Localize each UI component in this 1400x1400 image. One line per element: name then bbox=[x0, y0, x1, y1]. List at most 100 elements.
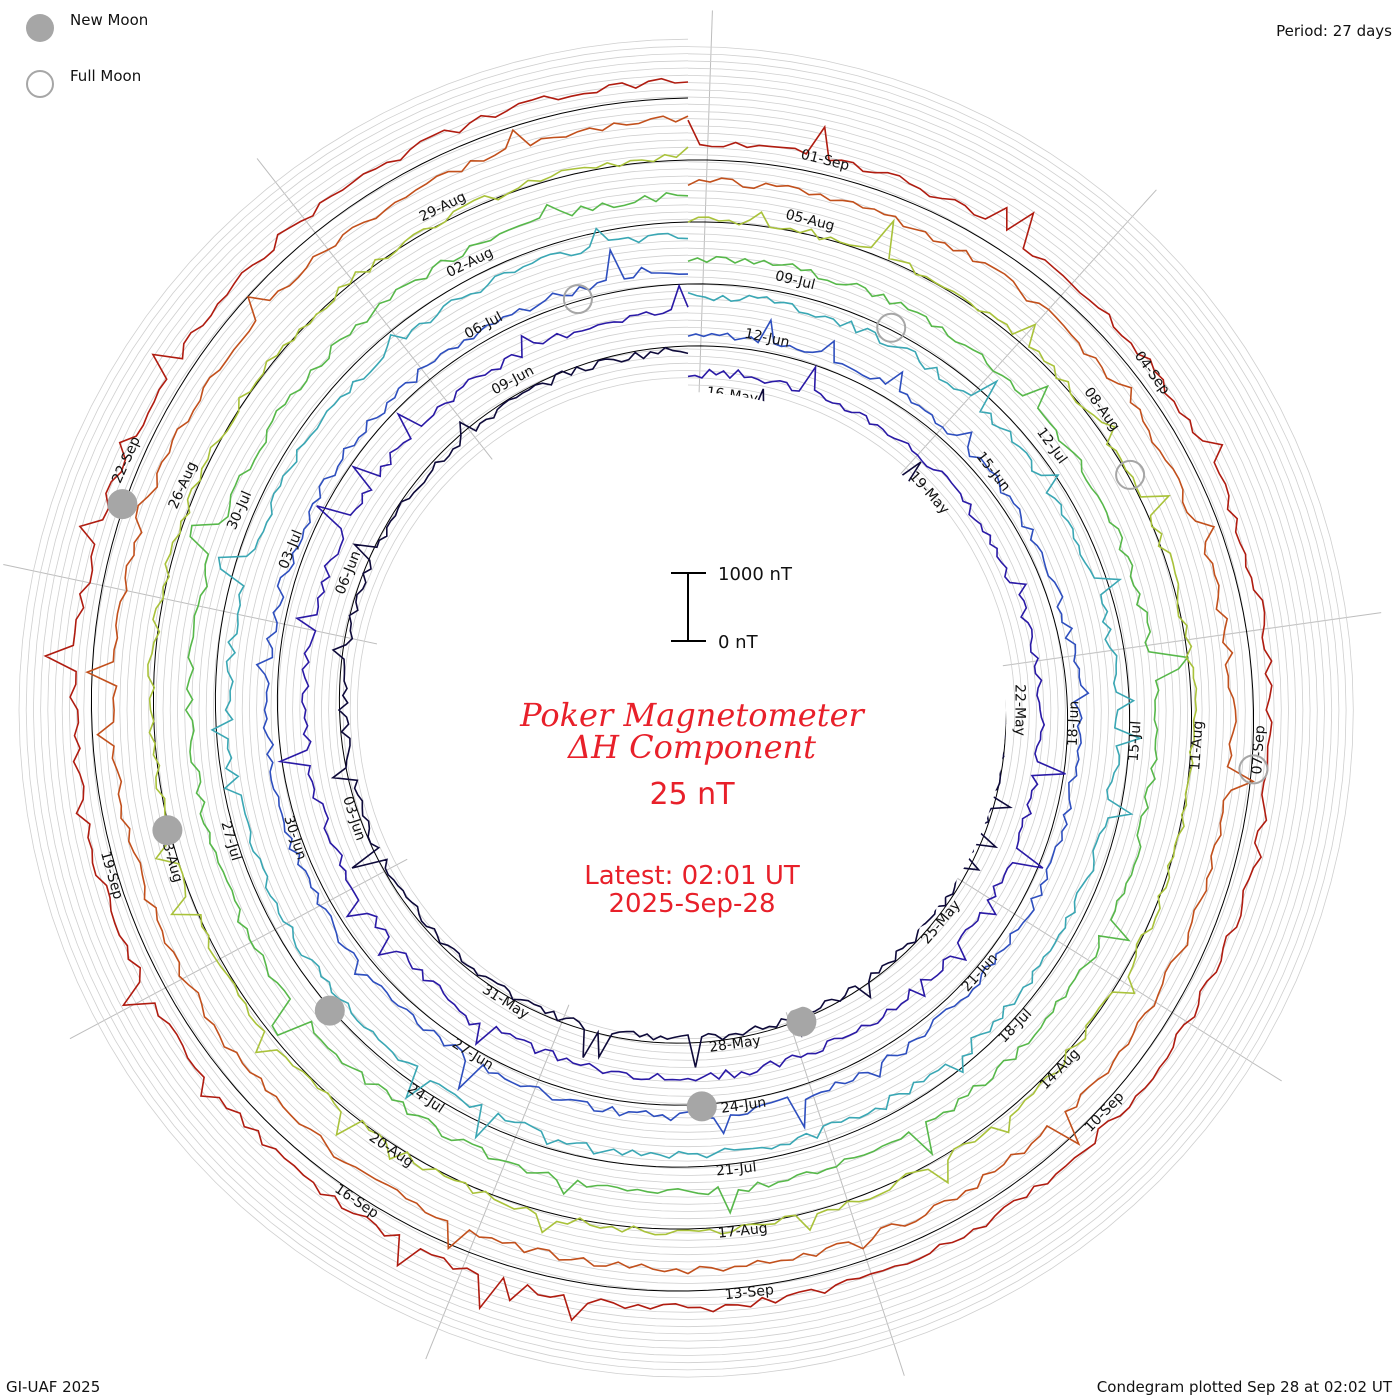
date-label: 02-Aug bbox=[444, 245, 496, 281]
grid-spiral bbox=[342, 362, 1030, 1054]
grid-spiral bbox=[54, 74, 1318, 1342]
moon-legend: New Moon Full Moon bbox=[26, 11, 149, 124]
date-label: 19-Sep bbox=[97, 849, 126, 901]
grid-spiral bbox=[335, 355, 1037, 1061]
new-moon-marker bbox=[314, 995, 345, 1026]
date-label: 15-Jul bbox=[1126, 720, 1145, 762]
full-moon-marker bbox=[1238, 754, 1269, 785]
grid-spiral bbox=[248, 269, 1124, 1148]
date-label: 03-Jun bbox=[339, 794, 368, 842]
baseline-spiral bbox=[153, 159, 1192, 1230]
grid-spiral bbox=[184, 204, 1189, 1212]
grid-spiral bbox=[227, 247, 1145, 1169]
grid-spiral bbox=[126, 146, 1246, 1270]
date-label: 13-Sep bbox=[724, 1282, 775, 1303]
scale-top-label: 1000 nT bbox=[718, 564, 793, 585]
scale-bottom-label: 0 nT bbox=[718, 632, 759, 653]
spacing-label: 25 nT bbox=[649, 777, 735, 812]
grid-spiral bbox=[256, 276, 1117, 1140]
center-disc bbox=[370, 392, 1006, 1028]
grid-spiral bbox=[97, 118, 1275, 1299]
grid-spiral bbox=[234, 254, 1138, 1162]
date-label: 01-Sep bbox=[799, 147, 851, 174]
latest-line1: Latest: 02:01 UT bbox=[584, 861, 800, 891]
baseline-spiral bbox=[214, 221, 1131, 1168]
latest-line2: 2025-Sep-28 bbox=[608, 889, 775, 919]
radial-spoke bbox=[425, 987, 577, 1360]
date-label: 27-Jul bbox=[217, 819, 244, 862]
grid-spiral bbox=[40, 60, 1333, 1356]
date-label: 11-Aug bbox=[1187, 720, 1206, 771]
grid-spiral bbox=[191, 211, 1181, 1205]
grid-spiral bbox=[47, 67, 1325, 1349]
full-moon-marker bbox=[876, 312, 907, 343]
grid-spiral bbox=[119, 139, 1253, 1277]
credit-left: GI-UAF 2025 bbox=[6, 1378, 101, 1396]
data-trace bbox=[277, 283, 1066, 1082]
title-line2: ΔH Component bbox=[566, 728, 816, 766]
grid-spiral bbox=[112, 132, 1261, 1284]
grid-spiral bbox=[18, 38, 1354, 1378]
full-moon-marker bbox=[562, 284, 593, 315]
grid-spiral bbox=[162, 182, 1210, 1234]
grid-spiral bbox=[133, 154, 1239, 1263]
date-label: 18-Jul bbox=[995, 1006, 1035, 1046]
grid-spiral bbox=[306, 326, 1066, 1090]
new-moon-marker bbox=[686, 1091, 717, 1122]
grid-spiral bbox=[61, 82, 1311, 1335]
grid-spiral bbox=[169, 190, 1203, 1227]
new-moon-label: New Moon bbox=[70, 11, 149, 29]
radial-spoke bbox=[256, 158, 504, 474]
full-moon-icon bbox=[26, 70, 54, 98]
radial-spoke bbox=[69, 850, 424, 1040]
grid-spiral bbox=[299, 319, 1073, 1097]
radial-spoke bbox=[697, 10, 713, 411]
data-trace bbox=[147, 146, 1198, 1236]
data-trace bbox=[85, 115, 1255, 1275]
date-label: 30-Jun bbox=[280, 814, 309, 862]
grid-spiral bbox=[176, 197, 1196, 1220]
radial-spoke bbox=[780, 995, 905, 1376]
legend-full-moon: Full Moon bbox=[26, 67, 148, 100]
date-label: 24-Jun bbox=[720, 1095, 767, 1117]
date-label: 09-Jun bbox=[489, 363, 537, 399]
date-label: 28-May bbox=[708, 1033, 762, 1056]
data-trace bbox=[210, 227, 1143, 1159]
radial-spoke bbox=[888, 189, 1157, 488]
grid-spiral bbox=[349, 370, 1023, 1047]
grid-spiral bbox=[205, 226, 1167, 1191]
credit-right: Condegram plotted Sep 28 at 02:02 UT bbox=[1096, 1378, 1392, 1396]
date-label: 06-Jun bbox=[332, 549, 364, 597]
baseline-spiral bbox=[91, 97, 1254, 1292]
date-label: 18-Jun bbox=[1065, 700, 1083, 746]
grid-spiral bbox=[277, 298, 1095, 1119]
date-label: 07-Sep bbox=[1249, 725, 1268, 775]
date-label: 17-Aug bbox=[717, 1221, 768, 1242]
new-moon-icon bbox=[26, 14, 54, 42]
grid-spiral bbox=[140, 161, 1232, 1256]
grid-spiral bbox=[320, 341, 1052, 1076]
legend-new-moon: New Moon bbox=[26, 11, 149, 44]
new-moon-marker bbox=[786, 1006, 817, 1037]
grid-spiral bbox=[32, 53, 1340, 1364]
radial-spoke bbox=[985, 612, 1382, 669]
date-label: 21-Jul bbox=[715, 1159, 757, 1179]
data-trace bbox=[43, 77, 1273, 1322]
grid-spiral bbox=[83, 103, 1289, 1313]
grid-spiral bbox=[68, 89, 1304, 1328]
grid-spiral bbox=[356, 377, 1016, 1040]
new-moon-marker bbox=[107, 489, 138, 520]
grid-spiral bbox=[25, 46, 1347, 1371]
grid-spiral bbox=[328, 348, 1045, 1068]
new-moon-marker bbox=[152, 815, 183, 846]
grid-spiral bbox=[90, 110, 1282, 1306]
date-label: 03-Jul bbox=[276, 528, 306, 572]
period-label: Period: 27 days bbox=[1276, 22, 1392, 40]
date-label: 10-Sep bbox=[1082, 1089, 1128, 1136]
full-moon-label: Full Moon bbox=[70, 67, 142, 85]
date-label: 22-May bbox=[1012, 684, 1028, 736]
grid-spiral bbox=[212, 233, 1160, 1184]
grid-spiral bbox=[76, 96, 1297, 1320]
grid-spiral bbox=[198, 218, 1174, 1198]
